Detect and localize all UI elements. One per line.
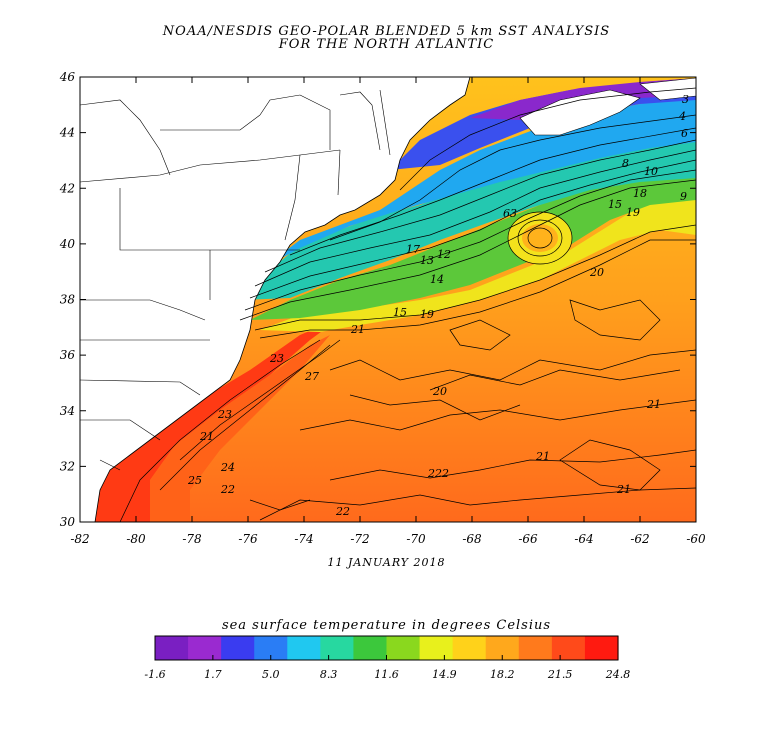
colorbar-swatch — [518, 636, 553, 660]
contour-label: 10 — [644, 165, 658, 178]
colorbar-swatch — [386, 636, 421, 660]
cape-breton — [639, 77, 696, 101]
x-tick-label: -66 — [518, 532, 538, 546]
y-tick-label: 38 — [60, 293, 76, 307]
y-tick-label: 32 — [60, 459, 75, 473]
contour-label: 25 — [187, 474, 202, 487]
contour-label: 15 — [608, 198, 622, 211]
colorbar-swatch — [353, 636, 388, 660]
contour-label: 23 — [269, 352, 284, 365]
contour-label: 19 — [626, 206, 640, 219]
colorbar-swatch — [419, 636, 454, 660]
contour-label: 12 — [437, 248, 451, 261]
isotherm-contours — [119, 87, 696, 522]
nova-scotia — [519, 89, 641, 136]
y-tick-label: 36 — [60, 348, 76, 362]
y-tick-label: 30 — [60, 515, 76, 529]
analysis-date: 11 JANUARY 2018 — [327, 556, 446, 569]
contour-label: 14 — [430, 273, 444, 286]
y-tick-label: 42 — [59, 181, 75, 195]
contour-label: 8 — [622, 157, 629, 170]
contour-label: 21 — [535, 450, 550, 463]
contour-label: 9 — [680, 190, 687, 203]
colorbar-swatch — [320, 636, 355, 660]
colorbar-swatch — [551, 636, 586, 660]
x-axis: -82 -80 -78 -76 -74 -72 -70 -68 -66 -64 -62 -60 — [70, 77, 706, 546]
x-tick-label: -62 — [630, 532, 649, 546]
contour-label: 13 — [420, 254, 434, 267]
colorbar-ticks: -1.6 1.7 5.0 8.3 11.6 14.9 18.2 21.5 24.8 — [144, 655, 630, 681]
x-tick-label: -72 — [350, 532, 369, 546]
contour-label: 222 — [427, 467, 449, 480]
shelf-water-cyan — [260, 95, 696, 270]
x-tick-label: -76 — [238, 532, 258, 546]
y-tick-label: 44 — [59, 126, 75, 140]
colorbar-tick-label: 1.7 — [204, 668, 222, 681]
colorbar-swatch — [287, 636, 321, 660]
contour-label: 22 — [220, 483, 235, 496]
contour-label: 24 — [220, 461, 235, 474]
contour-label: 21 — [616, 483, 631, 496]
contour-label: 21 — [646, 398, 661, 411]
y-tick-label: 40 — [59, 237, 76, 251]
contour-label: 21 — [350, 323, 365, 336]
colorbar-swatch — [221, 636, 255, 660]
contour-label: 22 — [335, 505, 350, 518]
contour-label: 18 — [633, 187, 647, 200]
x-tick-label: -78 — [182, 532, 202, 546]
contour-label: 63 — [503, 207, 517, 220]
colorbar-swatch — [155, 636, 189, 660]
y-tick-label: 46 — [59, 70, 76, 84]
x-tick-label: -82 — [70, 532, 89, 546]
slope-water-green — [250, 175, 696, 320]
colorbar-tick-label: 5.0 — [262, 668, 280, 681]
contour-label: 27 — [304, 370, 319, 383]
colorbar-tick-label: 14.9 — [432, 668, 457, 681]
colorbar-swatches — [155, 636, 619, 660]
x-tick-label: -80 — [126, 532, 146, 546]
contour-label: 20 — [589, 266, 604, 279]
y-tick-label: 34 — [60, 404, 75, 418]
map-area — [80, 77, 696, 522]
x-tick-label: -70 — [406, 532, 426, 546]
contour-label: 19 — [420, 308, 434, 321]
colorbar-swatch — [452, 636, 487, 660]
state-boundaries — [80, 89, 391, 471]
x-tick-label: -68 — [462, 532, 482, 546]
x-tick-label: -60 — [686, 532, 706, 546]
contour-label: 6 — [681, 127, 688, 140]
x-tick-label: -64 — [574, 532, 593, 546]
colorbar-swatch — [188, 636, 222, 660]
colorbar-tick-label: 18.2 — [490, 668, 515, 681]
contour-label: 15 — [393, 306, 407, 319]
colorbar-tick-label: 8.3 — [320, 668, 338, 681]
land-mass — [80, 77, 471, 522]
gulf-stream-core — [80, 318, 340, 522]
contour-label: 20 — [432, 385, 447, 398]
colorbar-tick-label: 11.6 — [374, 668, 399, 681]
contour-label: 17 — [406, 243, 420, 256]
colorbar-tick-label: 21.5 — [547, 668, 573, 681]
x-tick-label: -74 — [294, 532, 313, 546]
contour-label: 4 — [678, 110, 686, 123]
colorbar-tick-label: -1.6 — [144, 668, 165, 681]
contour-label: 3 — [682, 93, 689, 106]
contour-label: 21 — [199, 430, 214, 443]
map-title-line2: FOR THE NORTH ATLANTIC — [278, 37, 495, 52]
contour-label: 23 — [217, 408, 232, 421]
shelf-water-teal — [240, 140, 696, 300]
colorbar-swatch — [584, 636, 619, 660]
colorbar-title: sea surface temperature in degrees Celsi… — [221, 618, 552, 633]
map-title-line1: NOAA/NESDIS GEO-POLAR BLENDED 5 km SST A… — [162, 24, 611, 39]
colorbar-tick-label: 24.8 — [605, 668, 631, 681]
